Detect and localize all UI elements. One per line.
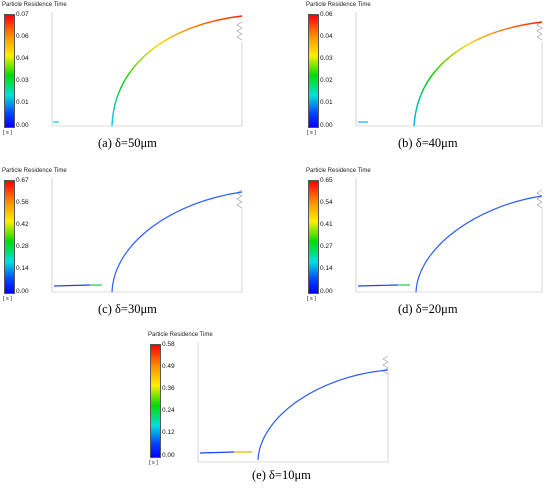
panel-c: Particle Residence Time 0.67 0.56 0.42 0… xyxy=(2,168,243,318)
scale-tick-label: 0.04 xyxy=(16,55,29,62)
flow-domain xyxy=(51,12,243,127)
unit-label: [ s ] xyxy=(307,130,316,136)
scale-tick-label: 0.00 xyxy=(16,122,29,129)
domain-outline xyxy=(51,12,243,127)
scale-tick-label: 0.56 xyxy=(16,199,29,206)
unit-label: [ s ] xyxy=(3,296,12,302)
legend-title: Particle Residence Time xyxy=(2,2,67,8)
scale-tick-label: 0.67 xyxy=(16,177,29,184)
scale-tick-label: 0.14 xyxy=(16,265,29,272)
domain-outline xyxy=(355,178,543,293)
panel-caption: (d) δ=20μm xyxy=(398,302,458,316)
color-scale-bar xyxy=(308,180,319,294)
legend-title: Particle Residence Time xyxy=(2,168,67,174)
scale-tick-label: 0.54 xyxy=(320,199,333,206)
scale-tick-label: 0.06 xyxy=(16,33,29,40)
legend-title: Particle Residence Time xyxy=(148,332,213,338)
particle-trajectory xyxy=(257,369,389,461)
particle-trajectory xyxy=(111,15,243,127)
scale-tick-label: 0.24 xyxy=(162,407,175,414)
panel-a: Particle Residence Time 0.07 0.06 0.04 0… xyxy=(2,2,243,152)
outlet-wave xyxy=(536,189,543,209)
scale-tick-label: 0.65 xyxy=(320,177,333,184)
domain-outline xyxy=(197,342,389,463)
scale-tick-label: 0.58 xyxy=(162,341,175,348)
panel-caption: (c) δ=30μm xyxy=(98,302,157,316)
color-scale-bar xyxy=(150,344,161,458)
legend-title: Particle Residence Time xyxy=(306,2,371,8)
scale-tick-label: 0.00 xyxy=(16,288,29,295)
scale-tick-label: 0.00 xyxy=(320,288,333,295)
scale-tick-label: 0.41 xyxy=(320,221,333,228)
unit-label: [ s ] xyxy=(307,296,316,302)
scale-tick-label: 0.36 xyxy=(162,385,175,392)
scale-tick-label: 0.02 xyxy=(320,77,333,84)
panel-caption: (e) δ=10μm xyxy=(252,468,311,482)
scale-tick-label: 0.27 xyxy=(320,243,333,250)
scale-tick-label: 0.03 xyxy=(16,77,29,84)
flow-domain xyxy=(51,178,243,293)
scale-tick-label: 0.03 xyxy=(320,55,333,62)
panel-caption: (b) δ=40μm xyxy=(398,136,458,150)
particle-trajectory xyxy=(111,191,243,293)
domain-outline xyxy=(355,12,543,127)
panel-e: Particle Residence Time 0.58 0.49 0.36 0… xyxy=(148,332,389,482)
scale-tick-label: 0.01 xyxy=(320,99,333,106)
trajectory-inlet-segment xyxy=(53,284,91,287)
scale-tick-label: 0.06 xyxy=(320,11,333,18)
color-scale-bar xyxy=(4,180,15,294)
trajectory-inlet-segment xyxy=(357,284,399,287)
panel-d: Particle Residence Time 0.65 0.54 0.41 0… xyxy=(306,168,546,318)
unit-label: [ s ] xyxy=(149,460,158,466)
particle-trajectory xyxy=(415,195,543,293)
flow-domain xyxy=(197,342,389,463)
unit-label: [ s ] xyxy=(3,130,12,136)
flow-domain xyxy=(355,178,543,293)
scale-tick-label: 0.07 xyxy=(16,11,29,18)
scale-tick-label: 0.42 xyxy=(16,221,29,228)
domain-outline xyxy=(51,178,243,293)
panel-caption: (a) δ=50μm xyxy=(98,136,157,150)
scale-tick-label: 0.00 xyxy=(320,122,333,129)
flow-domain xyxy=(355,12,543,127)
scale-tick-label: 0.01 xyxy=(16,99,29,106)
legend-title: Particle Residence Time xyxy=(306,168,371,174)
color-scale-bar xyxy=(4,14,15,128)
outlet-wave xyxy=(536,21,543,41)
trajectory-inlet-segment xyxy=(199,451,235,454)
particle-trajectory xyxy=(413,21,543,127)
scale-tick-label: 0.28 xyxy=(16,243,29,250)
scale-tick-label: 0.04 xyxy=(320,33,333,40)
outlet-wave xyxy=(236,21,243,41)
panel-b: Particle Residence Time 0.06 0.04 0.03 0… xyxy=(306,2,546,152)
scale-tick-label: 0.00 xyxy=(162,452,175,459)
color-scale-bar xyxy=(308,14,319,128)
scale-tick-label: 0.49 xyxy=(162,363,175,370)
scale-tick-label: 0.14 xyxy=(320,265,333,272)
outlet-wave xyxy=(382,355,389,375)
scale-tick-label: 0.12 xyxy=(162,429,175,436)
